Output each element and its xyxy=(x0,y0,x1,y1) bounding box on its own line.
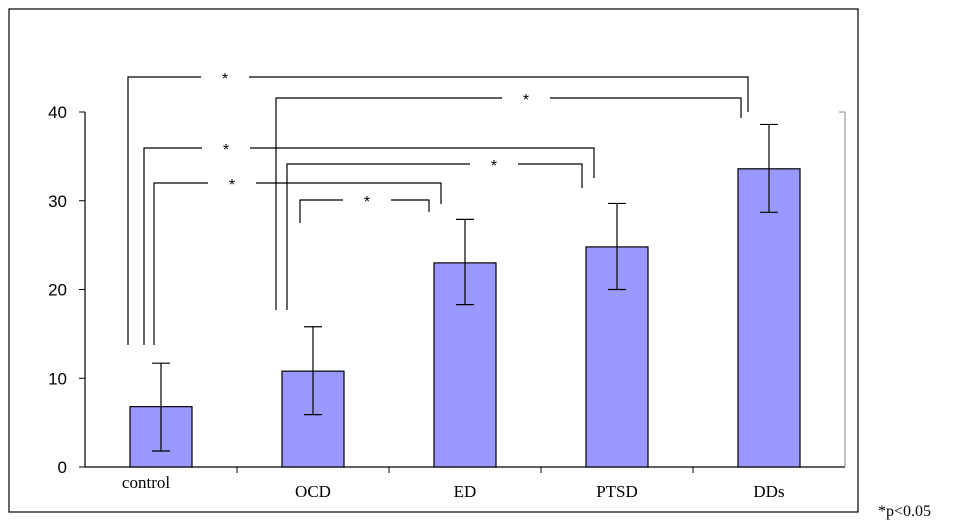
bracket-control-ptsd xyxy=(143,147,595,345)
chart-frame xyxy=(8,8,859,513)
y-tick-label: 40 xyxy=(48,103,67,122)
y-tick-label: 30 xyxy=(48,192,67,211)
bar-dds xyxy=(737,168,801,468)
category-label-ocd: OCD xyxy=(295,482,331,501)
significance-star: * xyxy=(364,194,370,211)
significance-star: * xyxy=(229,177,235,194)
category-label-dds: DDs xyxy=(753,482,784,501)
significance-star: * xyxy=(222,71,228,88)
category-label-ptsd: PTSD xyxy=(596,482,638,501)
axes: 0 10 20 30 40 xyxy=(48,103,846,477)
significance-brackets: * * * * * * xyxy=(127,71,749,345)
y-tick-label: 0 xyxy=(58,458,67,477)
bracket-ocd-dds xyxy=(275,97,742,310)
bracket-ocd-ed xyxy=(299,199,430,223)
significance-star: * xyxy=(523,92,529,109)
error-bars xyxy=(152,123,778,452)
bracket-control-dds xyxy=(127,76,749,345)
bars xyxy=(129,168,801,468)
significance-star: * xyxy=(223,142,229,159)
y-tick-label: 10 xyxy=(48,369,67,388)
bracket-ocd-ptsd xyxy=(286,163,583,310)
bracket-control-ed xyxy=(153,182,442,345)
footnote: *p<0.05 xyxy=(878,503,931,520)
category-label-ed: ED xyxy=(454,482,477,501)
significance-star: * xyxy=(491,158,497,175)
y-tick-label: 20 xyxy=(48,281,67,300)
category-label-control: control xyxy=(122,473,170,492)
labels: control OCD ED PTSD DDs xyxy=(122,473,785,501)
